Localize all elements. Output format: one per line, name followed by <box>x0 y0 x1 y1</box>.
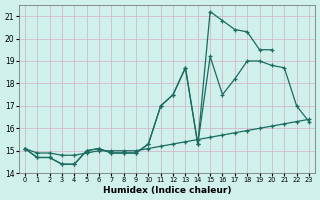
X-axis label: Humidex (Indice chaleur): Humidex (Indice chaleur) <box>103 186 231 195</box>
